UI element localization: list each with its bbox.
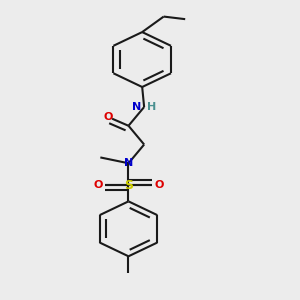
Text: S: S: [124, 179, 133, 192]
Text: N: N: [133, 102, 142, 112]
Text: O: O: [103, 112, 113, 122]
Text: H: H: [147, 102, 157, 112]
Text: N: N: [124, 158, 133, 168]
Text: O: O: [93, 180, 103, 190]
Text: O: O: [154, 180, 164, 190]
